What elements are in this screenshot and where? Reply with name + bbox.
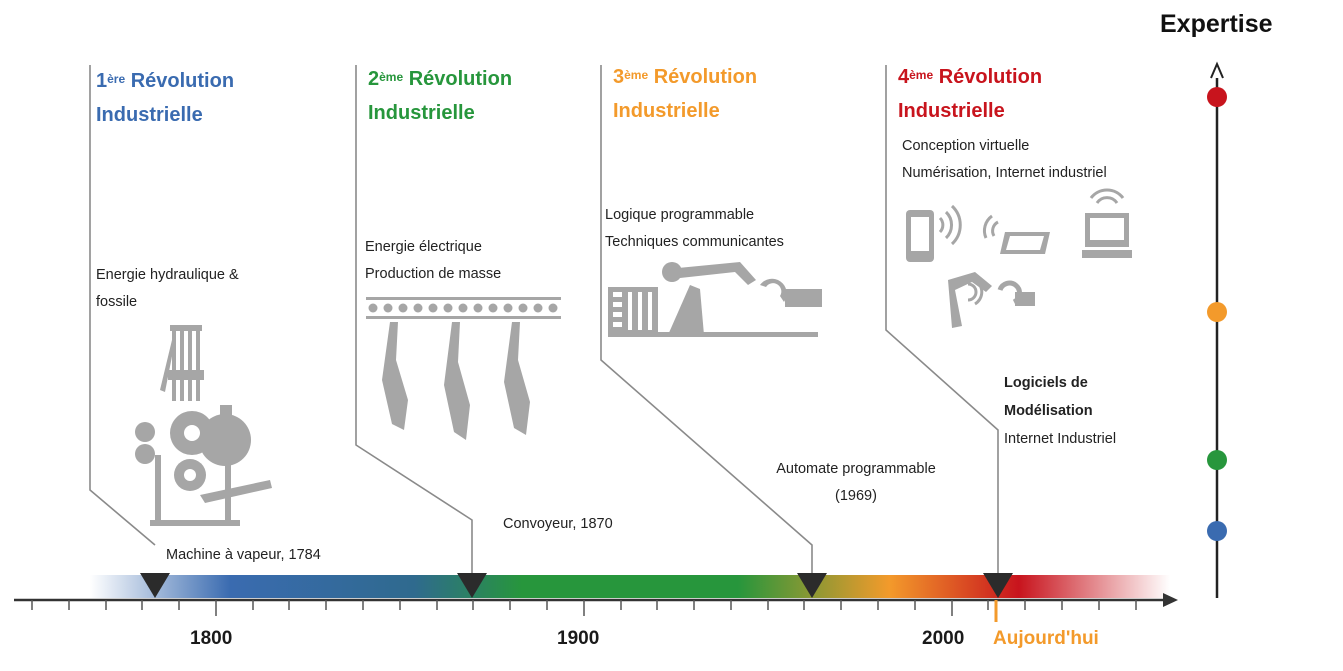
axis-ticks — [31, 600, 1137, 616]
axis-label-1900: 1900 — [557, 628, 600, 649]
callout-lines — [89, 65, 999, 575]
rev4-title: 4ème Révolution Industrielle — [898, 66, 1043, 122]
rev3-title: 3ème Révolution Industrielle — [613, 66, 758, 122]
callout-line-rev3 — [600, 65, 813, 575]
expertise-title: Expertise — [1160, 10, 1273, 38]
expertise-dot-rev1 — [1207, 521, 1227, 541]
connected-devices-icon — [906, 188, 1132, 328]
rev1-event: Machine à vapeur, 1784 — [166, 547, 321, 563]
callout-line-rev2 — [355, 65, 473, 575]
axis-label-1800: 1800 — [190, 628, 233, 649]
era-markers — [140, 573, 1013, 598]
rev1-description: Energie hydraulique & fossile — [96, 267, 239, 310]
rev3-event: Automate programmable (1969) — [776, 461, 936, 504]
marker-rev4 — [983, 573, 1013, 598]
today-label: Aujourd'hui — [993, 628, 1099, 649]
time-axis-arrow — [1163, 593, 1178, 607]
callout-line-rev1 — [89, 65, 156, 546]
rev4-description: Conception virtuelle Numérisation, Inter… — [902, 138, 1107, 181]
rev4-event: Logiciels de Modélisation Internet Indus… — [1004, 375, 1117, 447]
marker-rev2 — [457, 573, 487, 598]
marker-rev3 — [797, 573, 827, 598]
rev3-description: Logique programmable Techniques communic… — [605, 207, 784, 250]
steam-machine-icon — [135, 325, 272, 526]
expertise-dot-rev3 — [1207, 302, 1227, 322]
axis-label-2000: 2000 — [922, 628, 965, 649]
rev1-title: 1ère Révolution Industrielle — [96, 70, 235, 126]
expertise-dot-rev2 — [1207, 450, 1227, 470]
conveyor-icon — [366, 297, 561, 440]
callout-line-rev4 — [885, 65, 999, 575]
rev2-title: 2ème Révolution Industrielle — [368, 68, 513, 124]
rev2-event: Convoyeur, 1870 — [503, 516, 613, 532]
marker-rev1 — [140, 573, 170, 598]
timeline-gradient-bar — [90, 575, 1170, 598]
expertise-axis-arrow — [1210, 61, 1224, 79]
expertise-dot-rev4 — [1207, 87, 1227, 107]
rev2-description: Energie électrique Production de masse — [365, 239, 502, 282]
